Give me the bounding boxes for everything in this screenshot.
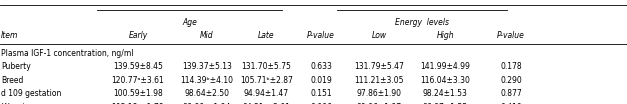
Text: 0.410: 0.410 <box>500 103 522 104</box>
Text: P-value: P-value <box>307 31 335 40</box>
Text: 116.04±3.30: 116.04±3.30 <box>420 76 470 85</box>
Text: Puberty: Puberty <box>1 62 31 71</box>
Text: 0.006: 0.006 <box>310 103 332 104</box>
Text: 96.97±1.55: 96.97±1.55 <box>423 103 468 104</box>
Text: 131.79±5.47: 131.79±5.47 <box>354 62 404 71</box>
Text: 100.59±1.98: 100.59±1.98 <box>113 89 163 98</box>
Text: High: High <box>436 31 454 40</box>
Text: Plasma IGF-1 concentration, ng/ml: Plasma IGF-1 concentration, ng/ml <box>1 49 134 58</box>
Text: Early: Early <box>129 31 147 40</box>
Text: 131.70±5.75: 131.70±5.75 <box>241 62 292 71</box>
Text: Item: Item <box>1 31 19 40</box>
Text: Age: Age <box>182 18 197 27</box>
Text: Breed: Breed <box>1 76 24 85</box>
Text: 139.37±5.13: 139.37±5.13 <box>182 62 232 71</box>
Text: 0.019: 0.019 <box>310 76 332 85</box>
Text: 99.06±1.97: 99.06±1.97 <box>357 103 402 104</box>
Text: P-value: P-value <box>497 31 525 40</box>
Text: 141.99±4.99: 141.99±4.99 <box>420 62 470 71</box>
Text: d 109 gestation: d 109 gestation <box>1 89 61 98</box>
Text: 111.21±3.05: 111.21±3.05 <box>355 76 404 85</box>
Text: 103.18ᵃ±1.78: 103.18ᵃ±1.78 <box>112 103 164 104</box>
Text: Low: Low <box>372 31 387 40</box>
Text: 105.71ᵇ±2.87: 105.71ᵇ±2.87 <box>240 76 293 85</box>
Text: 0.877: 0.877 <box>500 89 522 98</box>
Text: 94.94±1.47: 94.94±1.47 <box>244 89 289 98</box>
Text: 139.59±8.45: 139.59±8.45 <box>113 62 163 71</box>
Text: 0.290: 0.290 <box>500 76 522 85</box>
Text: 98.64±2.50: 98.64±2.50 <box>184 89 229 98</box>
Text: Late: Late <box>258 31 275 40</box>
Text: 97.86±1.90: 97.86±1.90 <box>357 89 402 98</box>
Text: 98.24±1.53: 98.24±1.53 <box>423 89 468 98</box>
Text: 114.39ᵇ±4.10: 114.39ᵇ±4.10 <box>181 76 233 85</box>
Text: Mid: Mid <box>200 31 214 40</box>
Text: 0.633: 0.633 <box>310 62 332 71</box>
Text: 120.77ᵃ±3.61: 120.77ᵃ±3.61 <box>112 76 164 85</box>
Text: Energy  levels: Energy levels <box>395 18 449 27</box>
Text: 96.66ᵇ±1.94: 96.66ᵇ±1.94 <box>182 103 231 104</box>
Text: 0.178: 0.178 <box>500 62 522 71</box>
Text: 94.21ᵇ±2.01: 94.21ᵇ±2.01 <box>243 103 290 104</box>
Text: 0.151: 0.151 <box>310 89 332 98</box>
Text: Weaning: Weaning <box>1 103 34 104</box>
